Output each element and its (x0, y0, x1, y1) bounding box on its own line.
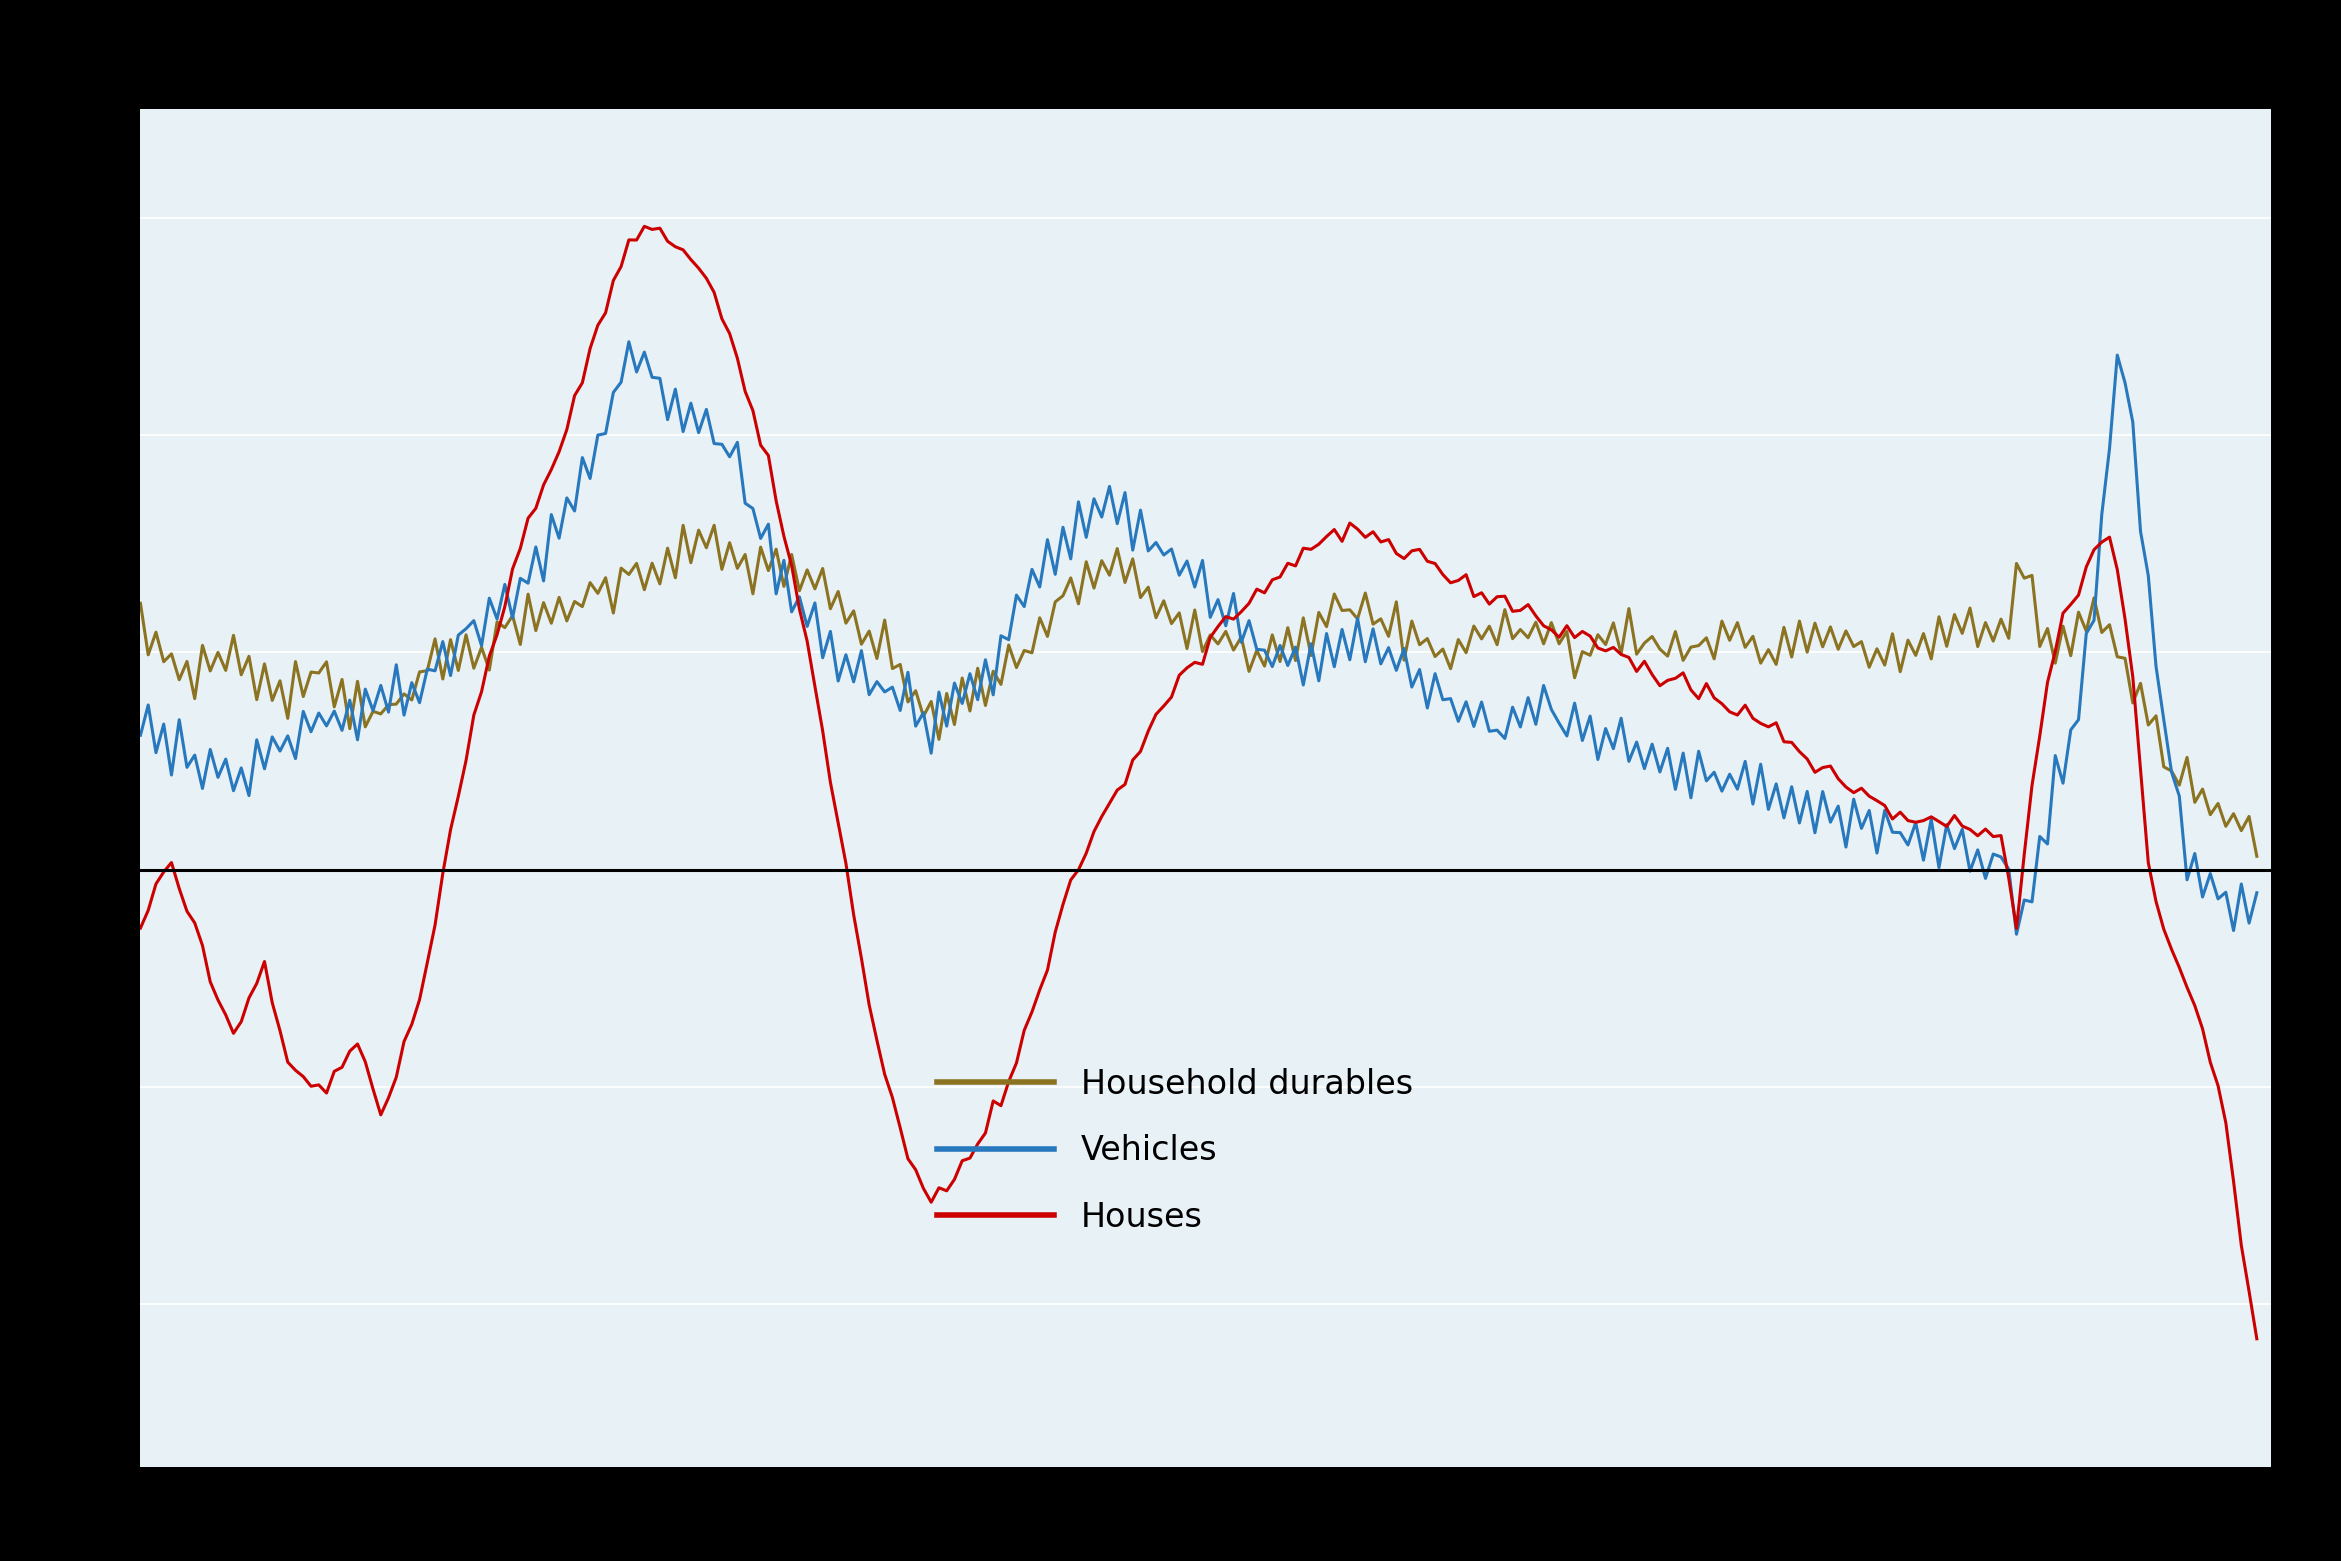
Legend: Household durables, Vehicles, Houses: Household durables, Vehicles, Houses (925, 1055, 1426, 1247)
